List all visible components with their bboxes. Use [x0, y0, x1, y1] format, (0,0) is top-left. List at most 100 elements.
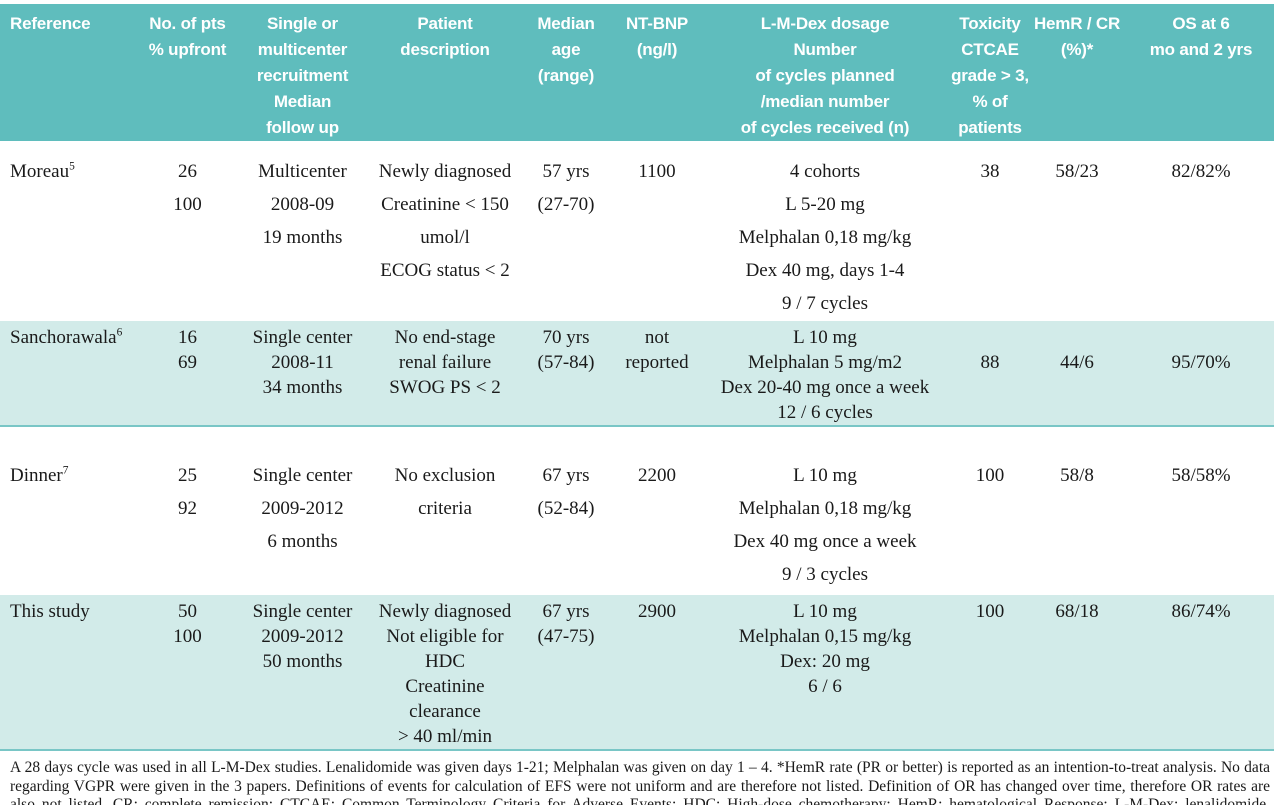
cell-line: 44/6	[1060, 352, 1094, 373]
cell-line: 69	[178, 352, 197, 373]
cell-line: 67 yrs	[542, 601, 590, 622]
study-comparison-table: Reference No. of pts % upfront Single or…	[0, 4, 1280, 805]
cell-line: L 5-20 mg	[785, 194, 865, 215]
cell-line: 25	[178, 465, 197, 486]
table-cell: 57 yrs (27-70)	[520, 155, 612, 321]
reference-cell: This study	[0, 599, 140, 749]
cell-line: Moreau5	[10, 160, 75, 182]
cell-line: Single center	[252, 601, 353, 622]
reference-cell: Dinner7	[0, 459, 140, 595]
table-row: Sanchorawala6 16 69 Single center 2008-11 34 …	[0, 321, 1274, 427]
column-header-hemr-cr: HemR / CR (%)*	[1033, 14, 1121, 59]
cell-line: Creatinine clearance	[405, 676, 485, 722]
table-cell: L 10 mg Melphalan 0,15 mg/kg Dex: 20 mg 6 /…	[702, 599, 948, 749]
reference-superscript: 7	[62, 464, 69, 477]
cell-line: renal failure	[398, 352, 492, 373]
cell-line: 82/82%	[1171, 161, 1231, 182]
cell-line: Dinner7	[10, 464, 69, 486]
table-cell: No exclusion criteria	[370, 459, 520, 595]
cell-line: 86/74%	[1171, 601, 1231, 622]
cell-line: 2008-11	[271, 352, 334, 373]
table-cell: not reported	[612, 325, 702, 425]
cell-line: (27-70)	[537, 194, 595, 215]
cell-line: 38	[980, 161, 1000, 182]
cell-line: 50	[178, 601, 197, 622]
cell-line: 50 months	[262, 651, 343, 672]
table-cell: 25 92	[140, 459, 235, 595]
table-cell: 86/74%	[1122, 599, 1280, 749]
cell-line: Dex: 20 mg	[780, 651, 870, 672]
cell-line: reported	[625, 352, 689, 373]
reference-cell: Sanchorawala6	[0, 325, 140, 425]
table-cell: 58/8	[1032, 459, 1122, 595]
table-cell: 95/70%	[1122, 325, 1280, 425]
cell-line: 88	[980, 352, 1000, 373]
column-header-recruitment: Single or multicenter recruitment Median…	[256, 14, 349, 137]
cell-line: 2009-2012	[261, 498, 344, 519]
column-header-os: OS at 6 mo and 2 yrs	[1149, 14, 1253, 59]
cell-line: 6 months	[267, 531, 338, 552]
table-body: Moreau5 26 100 Multicenter 2008-09 19 months N…	[0, 141, 1280, 751]
table-row: Dinner7 25 92 Single center 2009-2012 6 month…	[0, 427, 1274, 595]
cell-line	[1032, 325, 1122, 350]
cell-line: 2009-2012	[261, 626, 344, 647]
cell-line: 26	[178, 161, 197, 182]
cell-line: 2200	[638, 465, 676, 486]
cell-line: Dex 20-40 mg once a week	[720, 377, 930, 398]
cell-line: 4 cohorts	[789, 161, 861, 182]
table-cell: 100	[948, 599, 1032, 749]
table-header: Reference No. of pts % upfront Single or…	[0, 4, 1274, 141]
cell-line: criteria	[418, 498, 472, 519]
cell-line: 70 yrs	[542, 327, 590, 348]
cell-line: Creatinine < 150 umol/l	[381, 194, 509, 248]
column-header-no-of-pts: No. of pts % upfront	[148, 14, 227, 59]
cell-line: L 10 mg	[793, 601, 857, 622]
table-cell: 68/18	[1032, 599, 1122, 749]
table-cell: 100	[948, 459, 1032, 595]
cell-line: Single center	[252, 327, 353, 348]
cell-line: Melphalan 0,18 mg/kg	[738, 227, 912, 248]
cell-line: (52-84)	[537, 498, 595, 519]
cell-line: Multicenter	[258, 161, 347, 182]
cell-line: Dex 40 mg once a week	[733, 531, 917, 552]
cell-line: > 40 ml/min	[397, 726, 493, 747]
cell-line: 9 / 3 cycles	[781, 564, 868, 585]
table-cell: L 10 mg Melphalan 5 mg/m2 Dex 20-40 mg onc…	[702, 325, 948, 425]
cell-line: ECOG status < 2	[380, 260, 510, 281]
table-cell: Newly diagnosed Creatinine < 150 umol/l EC…	[370, 155, 520, 321]
table-cell: 44/6	[1032, 325, 1122, 425]
table-cell: 58/23	[1032, 155, 1122, 321]
column-header-nt-bnp: NT-BNP (ng/l)	[625, 14, 689, 59]
cell-line	[1122, 325, 1280, 350]
cell-line: 58/23	[1055, 161, 1099, 182]
cell-line: Melphalan 0,15 mg/kg	[738, 626, 912, 647]
table-cell: 26 100	[140, 155, 235, 321]
table-cell: 38	[948, 155, 1032, 321]
cell-line: 100	[975, 601, 1005, 622]
cell-line: Melphalan 5 mg/m2	[747, 352, 903, 373]
cell-line: No exclusion	[394, 465, 496, 486]
table-cell: Single center 2008-11 34 months	[235, 325, 370, 425]
cell-line: 58/8	[1060, 465, 1094, 486]
cell-line: 16	[178, 327, 197, 348]
table-cell: 2900	[612, 599, 702, 749]
table-cell: 58/58%	[1122, 459, 1280, 595]
table-cell: 67 yrs (47-75)	[520, 599, 612, 749]
table-cell: 1100	[612, 155, 702, 321]
cell-line: 34 months	[262, 377, 343, 398]
table-cell: Multicenter 2008-09 19 months	[235, 155, 370, 321]
table-row: Moreau5 26 100 Multicenter 2008-09 19 months N…	[0, 141, 1274, 321]
table-cell: 2200	[612, 459, 702, 595]
cell-line: 12 / 6 cycles	[777, 402, 873, 423]
cell-line: Single center	[252, 465, 353, 486]
table-row: This study 50 100 Single center 2009-2012 50 …	[0, 595, 1274, 751]
cell-line: 100	[173, 626, 202, 647]
table-cell: Single center 2009-2012 50 months	[235, 599, 370, 749]
table-cell: No end-stage renal failure SWOG PS < 2	[370, 325, 520, 425]
cell-line: Not eligible for HDC	[386, 626, 504, 672]
cell-line: Newly diagnosed	[378, 161, 512, 182]
cell-line: This study	[10, 601, 90, 622]
cell-line: (57-84)	[537, 352, 595, 373]
cell-line: 67 yrs	[542, 465, 590, 486]
column-header-reference: Reference	[10, 14, 91, 33]
